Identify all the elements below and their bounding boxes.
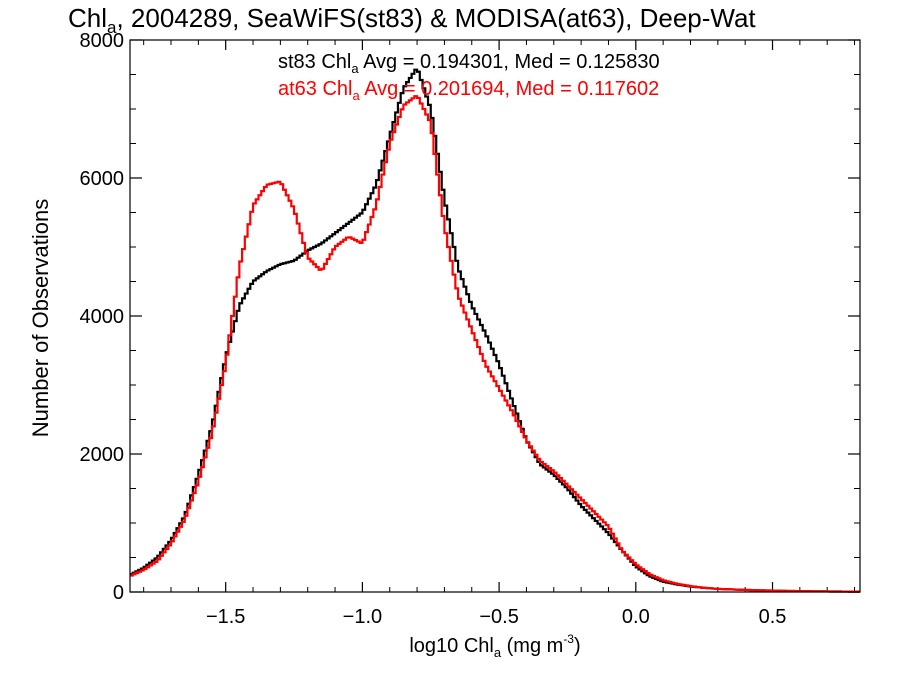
x-tick-label: −0.5 bbox=[479, 606, 518, 628]
annotation-at63: at63 Chla Avg = 0.201694, Med = 0.117602 bbox=[278, 78, 659, 103]
series-st83-line bbox=[130, 68, 860, 593]
y-tick-label: 4000 bbox=[80, 306, 125, 328]
y-tick-label: 2000 bbox=[80, 444, 125, 466]
x-tick-label: −1.5 bbox=[206, 606, 245, 628]
chart-title: Chla, 2004289, SeaWiFS(st83) & MODISA(at… bbox=[68, 3, 756, 37]
plot-series bbox=[130, 68, 860, 593]
y-tick-label: 0 bbox=[113, 582, 124, 604]
annotation-st83: st83 Chla Avg = 0.194301, Med = 0.125830 bbox=[278, 51, 660, 76]
x-tick-label: 0.0 bbox=[622, 606, 650, 628]
series-at63-line bbox=[130, 95, 860, 593]
x-tick-label: −1.0 bbox=[343, 606, 382, 628]
axis-ticks: −1.5 −1.0 −0.5 0.0 0.5 0 2000 4000 6000 8000 bbox=[80, 30, 860, 628]
y-tick-label: 8000 bbox=[80, 30, 125, 52]
y-tick-label: 6000 bbox=[80, 168, 125, 190]
plot-frame bbox=[129, 39, 861, 593]
x-tick-label: 0.5 bbox=[759, 606, 787, 628]
y-axis-label: Number of Observations bbox=[28, 199, 53, 437]
x-axis-label: log10 Chla (mg m-3) bbox=[409, 632, 580, 660]
